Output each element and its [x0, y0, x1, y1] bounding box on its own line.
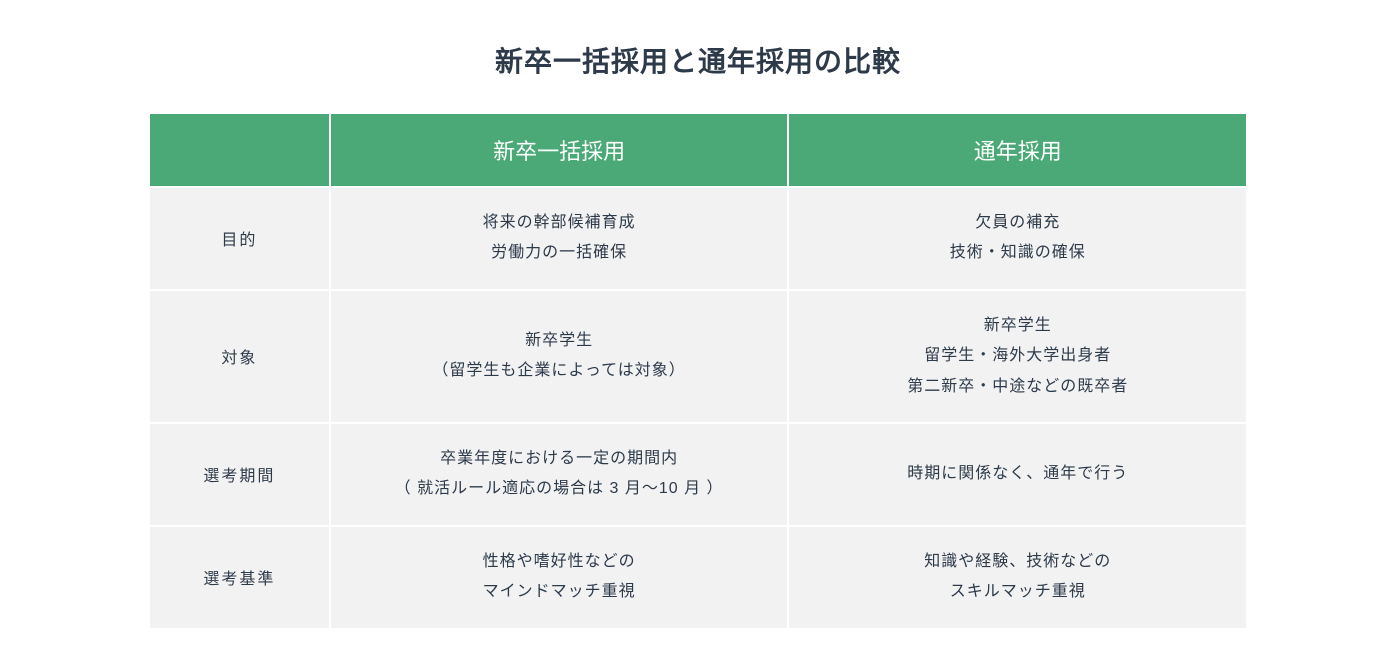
header-col-1: 新卒一括採用 — [331, 114, 788, 186]
header-col-2: 通年採用 — [789, 114, 1246, 186]
table-row: 目的 将来の幹部候補育成 労働力の一括確保 欠員の補充 技術・知識の確保 — [150, 188, 1246, 289]
row-label: 対象 — [150, 291, 329, 422]
data-cell: 性格や嗜好性などの マインドマッチ重視 — [331, 527, 788, 628]
page-title: 新卒一括採用と通年採用の比較 — [495, 40, 901, 80]
data-cell: 卒業年度における一定の期間内 （ 就活ルール適応の場合は 3 月〜10 月 ） — [331, 424, 788, 525]
row-label: 選考期間 — [150, 424, 329, 525]
row-label: 目的 — [150, 188, 329, 289]
table-header-row: 新卒一括採用 通年採用 — [150, 114, 1246, 186]
data-cell: 知識や経験、技術などの スキルマッチ重視 — [789, 527, 1246, 628]
table-body: 目的 将来の幹部候補育成 労働力の一括確保 欠員の補充 技術・知識の確保 対象 … — [150, 188, 1246, 628]
table-row: 対象 新卒学生 （留学生も企業によっては対象） 新卒学生 留学生・海外大学出身者… — [150, 291, 1246, 422]
data-cell: 将来の幹部候補育成 労働力の一括確保 — [331, 188, 788, 289]
data-cell: 時期に関係なく、通年で行う — [789, 424, 1246, 525]
data-cell: 新卒学生 （留学生も企業によっては対象） — [331, 291, 788, 422]
data-cell: 欠員の補充 技術・知識の確保 — [789, 188, 1246, 289]
data-cell: 新卒学生 留学生・海外大学出身者 第二新卒・中途などの既卒者 — [789, 291, 1246, 422]
comparison-table: 新卒一括採用 通年採用 目的 将来の幹部候補育成 労働力の一括確保 欠員の補充 … — [148, 112, 1248, 630]
table-row: 選考基準 性格や嗜好性などの マインドマッチ重視 知識や経験、技術などの スキル… — [150, 527, 1246, 628]
header-empty — [150, 114, 329, 186]
row-label: 選考基準 — [150, 527, 329, 628]
table-row: 選考期間 卒業年度における一定の期間内 （ 就活ルール適応の場合は 3 月〜10… — [150, 424, 1246, 525]
